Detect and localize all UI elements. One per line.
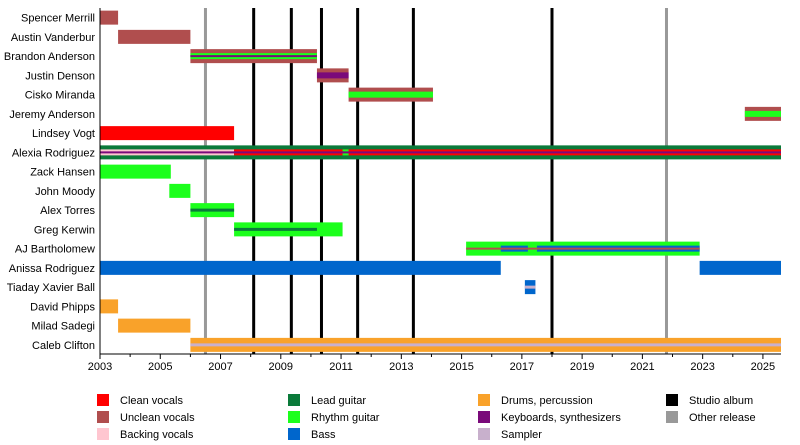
legend-label-backing: Backing vocals (120, 429, 194, 441)
member-label: Zack Hansen (30, 167, 95, 179)
member-label: AJ Bartholomew (15, 244, 95, 256)
legend-label-unclean: Unclean vocals (120, 412, 195, 424)
legend-label-lead: Lead guitar (311, 395, 366, 407)
member-label: Brandon Anderson (4, 51, 95, 63)
member-label: Alexia Rodriguez (12, 147, 95, 159)
member-label: Lindsey Vogt (32, 128, 95, 140)
member-label: Austin Vanderbur (11, 32, 96, 44)
x-tick-label: 2007 (208, 361, 232, 373)
member-label: Justin Denson (25, 70, 95, 82)
bar-unclean (118, 29, 191, 44)
member-label: Tiaday Xavier Ball (7, 282, 95, 294)
bar-bass (100, 260, 501, 275)
x-tick-label: 2021 (630, 361, 654, 373)
legend-label-sampler: Sampler (501, 429, 542, 441)
member-label: David Phipps (30, 301, 95, 313)
bar-rhythm (348, 91, 433, 98)
legend-swatch-other (666, 411, 678, 423)
legend-swatch-drums (478, 394, 490, 406)
x-tick-label: 2025 (751, 361, 775, 373)
bar-drums (100, 299, 119, 314)
member-label: Anissa Rodriguez (9, 263, 95, 275)
legend-label-studio: Studio album (689, 395, 753, 407)
bar-unclean (466, 247, 700, 250)
bar-sampler (190, 343, 782, 347)
legend-label-clean: Clean vocals (120, 395, 183, 407)
x-tick-label: 2003 (88, 361, 112, 373)
x-tick-label: 2023 (690, 361, 714, 373)
x-tick-label: 2015 (449, 361, 473, 373)
bar-rhythm (100, 164, 171, 179)
x-tick-label: 2013 (389, 361, 413, 373)
bar-sampler (524, 285, 536, 289)
legend-swatch-backing (97, 428, 109, 440)
member-label: Greg Kerwin (34, 224, 95, 236)
member-label: Cisko Miranda (25, 90, 96, 102)
bar-keys (316, 72, 349, 79)
legend-swatch-studio (666, 394, 678, 406)
bar-unclean (100, 10, 119, 25)
legend-swatch-lead (288, 394, 300, 406)
member-label: Milad Sadegi (31, 321, 95, 333)
bar-clean (100, 126, 235, 141)
legend-label-bass: Bass (311, 429, 336, 441)
x-tick-label: 2019 (570, 361, 594, 373)
legend-label-other: Other release (689, 412, 756, 424)
legend-label-keys: Keyboards, synthesizers (501, 412, 621, 424)
legend-label-drums: Drums, percussion (501, 395, 593, 407)
bar-lead (190, 208, 235, 212)
bar-keys (190, 55, 317, 58)
legend-label-rhythm: Rhythm guitar (311, 412, 380, 424)
member-label: Alex Torres (40, 205, 95, 217)
legend-swatch-sampler (478, 428, 490, 440)
bar-rhythm (169, 183, 191, 198)
bar-keys (100, 151, 781, 154)
bar-rhythm (744, 110, 781, 117)
member-label: John Moody (35, 186, 95, 198)
member-label: Caleb Clifton (32, 340, 95, 352)
member-label: Spencer Merrill (21, 13, 95, 25)
x-tick-label: 2009 (269, 361, 293, 373)
bar-drums (118, 318, 191, 333)
x-tick-label: 2005 (148, 361, 172, 373)
bar-lead (234, 227, 317, 231)
x-tick-label: 2011 (329, 361, 353, 373)
legend-swatch-keys (478, 411, 490, 423)
x-tick-label: 2017 (510, 361, 534, 373)
legend-swatch-unclean (97, 411, 109, 423)
legend-swatch-clean (97, 394, 109, 406)
member-label: Jeremy Anderson (9, 109, 95, 121)
bar-bass (699, 260, 781, 275)
legend-swatch-bass (288, 428, 300, 440)
legend-swatch-rhythm (288, 411, 300, 423)
